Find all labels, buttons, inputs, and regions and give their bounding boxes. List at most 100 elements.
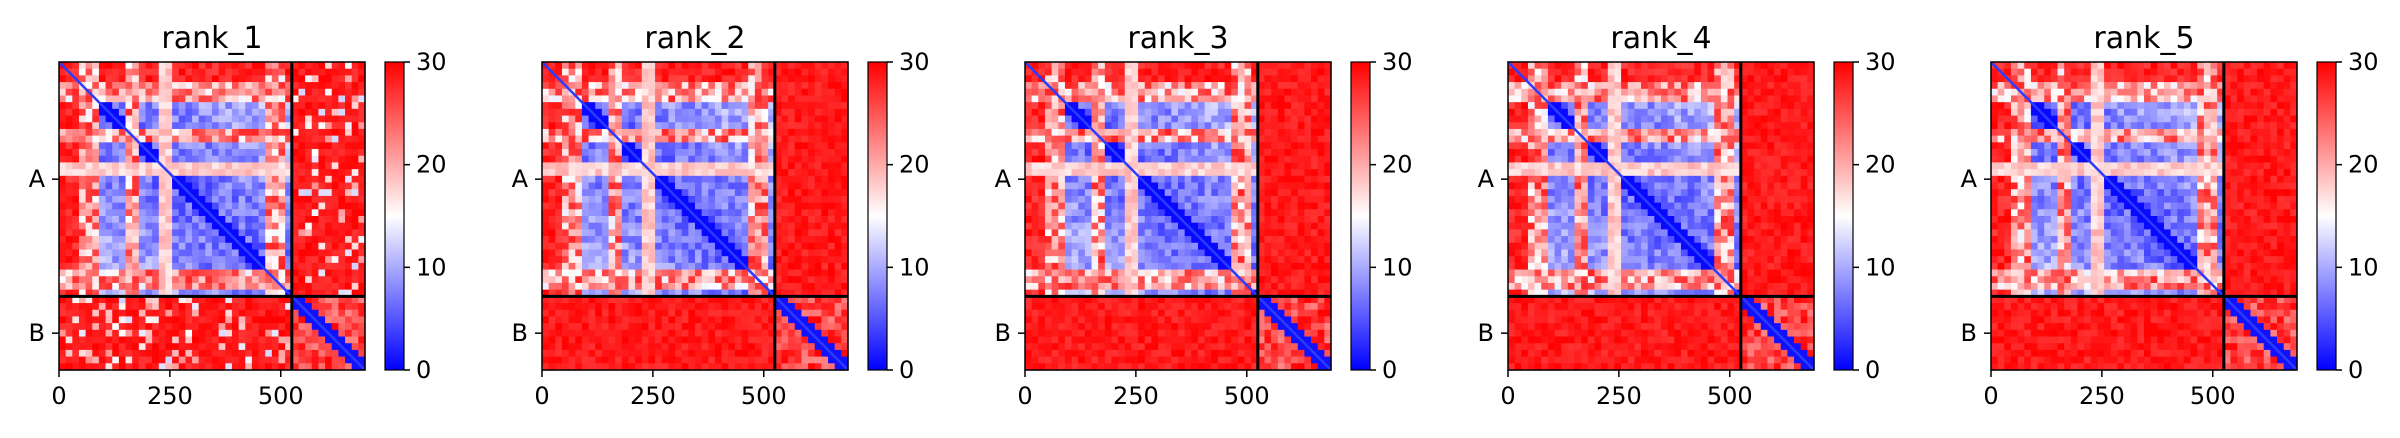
heatmap-cell — [621, 249, 630, 257]
heatmap-cell — [821, 269, 829, 277]
heatmap-cell — [298, 68, 306, 76]
heatmap-cell — [588, 155, 596, 164]
heatmap-cell — [225, 282, 233, 291]
heatmap-cell — [271, 329, 280, 338]
heatmap-cell — [1118, 115, 1126, 123]
heatmap-cell — [774, 75, 783, 83]
heatmap-cell — [1237, 88, 1246, 97]
heatmap-cell — [834, 209, 842, 217]
heatmap-cell — [271, 356, 280, 364]
heatmap-cell — [542, 336, 550, 344]
heatmap-cell — [555, 115, 563, 123]
heatmap-cell — [794, 88, 803, 97]
heatmap-cell — [325, 296, 333, 304]
heatmap-cell — [708, 135, 716, 143]
heatmap-cell — [701, 62, 709, 70]
heatmap-cell — [581, 216, 590, 224]
heatmap-cell — [212, 62, 220, 70]
heatmap-cell — [1217, 95, 1226, 103]
heatmap-cell — [72, 329, 80, 338]
heatmap-cell — [688, 195, 696, 204]
heatmap-cell — [581, 68, 590, 76]
heatmap-cell — [1237, 82, 1246, 90]
heatmap-cell — [285, 135, 293, 143]
heatmap-cell — [178, 68, 186, 76]
heatmap-cell — [65, 323, 73, 331]
heatmap-cell — [701, 95, 709, 103]
heatmap-cell — [1051, 149, 1059, 157]
heatmap-cell — [548, 95, 556, 103]
heatmap-cell — [1237, 149, 1246, 157]
heatmap-cell — [112, 323, 120, 331]
heatmap-cell — [542, 363, 550, 371]
heatmap-cell — [768, 262, 776, 271]
heatmap-cell — [708, 182, 716, 190]
heatmap-cell — [581, 356, 590, 364]
heatmap-cell — [165, 202, 173, 210]
heatmap-cell — [841, 88, 849, 97]
heatmap-cell — [655, 162, 663, 170]
heatmap-cell — [834, 269, 842, 277]
heatmap-cell — [145, 356, 153, 364]
heatmap-cell — [338, 195, 346, 204]
heatmap-cell — [821, 195, 829, 204]
heatmap-cell — [575, 169, 583, 177]
heatmap-cell — [595, 95, 603, 103]
heatmap-cell — [675, 303, 683, 311]
heatmap-cell — [675, 309, 683, 318]
heatmap-cell — [734, 209, 743, 217]
heatmap-cell — [318, 356, 326, 364]
heatmap-cell — [768, 316, 776, 324]
heatmap-cell — [821, 202, 829, 210]
heatmap-cell — [1251, 142, 1259, 150]
heatmap-cell — [198, 95, 206, 103]
heatmap-cell — [1311, 82, 1319, 90]
heatmap-cell — [734, 329, 743, 338]
heatmap-cell — [72, 256, 80, 264]
heatmap-cell — [92, 108, 100, 117]
heatmap-cell — [1271, 135, 1279, 143]
heatmap-cell — [325, 343, 333, 351]
heatmap-cell — [581, 169, 590, 177]
heatmap-cell — [661, 249, 669, 257]
heatmap-cell — [1078, 62, 1086, 70]
heatmap-cell — [608, 329, 616, 338]
heatmap-cell — [621, 95, 630, 103]
heatmap-cell — [1217, 115, 1226, 123]
heatmap-cell — [714, 175, 723, 184]
heatmap-cell — [794, 303, 803, 311]
heatmap-cell — [59, 363, 67, 371]
heatmap-cell — [575, 115, 583, 123]
heatmap-cell — [708, 162, 716, 170]
heatmap-cell — [1025, 128, 1033, 137]
heatmap-cell — [1104, 75, 1113, 83]
heatmap-cell — [325, 149, 333, 157]
heatmap-cell — [774, 135, 783, 143]
heatmap-cell — [741, 282, 749, 291]
heatmap-cell — [78, 276, 87, 284]
heatmap-cell — [601, 102, 610, 110]
heatmap-cell — [145, 323, 153, 331]
heatmap-cell — [768, 296, 776, 304]
heatmap-cell — [675, 343, 683, 351]
heatmap-cell — [251, 209, 260, 217]
heatmap-cell — [1131, 162, 1139, 170]
heatmap-cell — [125, 282, 133, 291]
heatmap-cell — [1144, 62, 1152, 70]
heatmap-cell — [351, 75, 359, 83]
heatmap-cell — [1244, 102, 1252, 110]
heatmap-cell — [145, 316, 153, 324]
heatmap-cell — [808, 169, 816, 177]
heatmap-cell — [648, 128, 656, 137]
heatmap-cell — [668, 236, 676, 244]
heatmap-cell — [548, 182, 556, 190]
heatmap-cell — [688, 202, 696, 210]
heatmap-cell — [265, 128, 273, 137]
heatmap-cell — [311, 262, 320, 271]
heatmap-cell — [788, 162, 796, 170]
heatmap-cell — [112, 363, 120, 371]
heatmap-cell — [801, 68, 809, 76]
heatmap-cell — [774, 356, 783, 364]
heatmap-cell — [172, 142, 180, 150]
heatmap-cell — [198, 356, 206, 364]
